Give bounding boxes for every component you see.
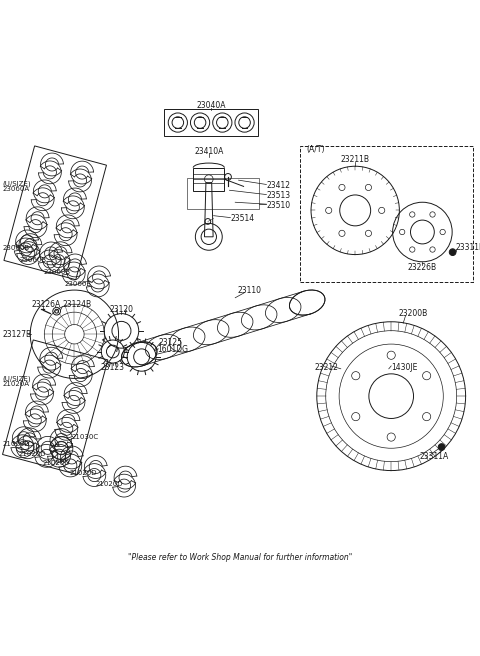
- Text: 23060B: 23060B: [65, 281, 92, 287]
- Text: 23040A: 23040A: [196, 101, 226, 110]
- Text: 21020D: 21020D: [95, 480, 122, 487]
- Bar: [193, 168, 224, 191]
- Text: 1430JE: 1430JE: [391, 363, 418, 372]
- Text: 23226B: 23226B: [408, 262, 437, 272]
- Text: 23060B: 23060B: [43, 269, 71, 275]
- Text: 23127B: 23127B: [2, 330, 32, 338]
- Text: 23514: 23514: [230, 214, 254, 223]
- Text: 23060A: 23060A: [2, 186, 30, 192]
- Bar: [300, 146, 473, 282]
- Bar: [187, 178, 259, 209]
- Text: 23410A: 23410A: [194, 147, 224, 156]
- Text: 21020D: 21020D: [18, 451, 46, 457]
- Text: 23513: 23513: [266, 192, 290, 201]
- Text: 23060B: 23060B: [2, 245, 30, 251]
- Text: 23510: 23510: [266, 201, 290, 210]
- Text: 23200B: 23200B: [398, 309, 428, 318]
- Text: 21020D: 21020D: [2, 441, 30, 447]
- Text: 23212: 23212: [314, 363, 338, 372]
- Text: (U/SIZE): (U/SIZE): [2, 181, 31, 187]
- Text: 23311B: 23311B: [456, 243, 480, 252]
- Text: 23311A: 23311A: [420, 452, 449, 461]
- Text: 23110: 23110: [238, 286, 262, 295]
- Text: 23060B: 23060B: [19, 257, 47, 263]
- Text: 1601DG: 1601DG: [157, 344, 188, 354]
- Text: 23123: 23123: [101, 363, 125, 372]
- Text: "Please refer to Work Shop Manual for further information": "Please refer to Work Shop Manual for fu…: [128, 553, 352, 562]
- Text: 21020D: 21020D: [42, 461, 70, 466]
- Text: 23126A: 23126A: [31, 300, 60, 310]
- Text: (A/T): (A/T): [306, 145, 325, 154]
- Text: 21030C: 21030C: [71, 434, 98, 440]
- Text: 23124B: 23124B: [62, 300, 92, 310]
- Circle shape: [438, 443, 445, 451]
- Text: 23120: 23120: [109, 305, 133, 314]
- Text: 23412: 23412: [266, 182, 290, 190]
- Circle shape: [449, 249, 456, 256]
- Text: 23125: 23125: [158, 338, 182, 347]
- Text: (U/SIZE): (U/SIZE): [2, 375, 31, 382]
- Text: 23211B: 23211B: [341, 155, 370, 165]
- Bar: [164, 110, 258, 136]
- Text: 21020A: 21020A: [2, 380, 29, 386]
- Text: 21020D: 21020D: [70, 470, 97, 476]
